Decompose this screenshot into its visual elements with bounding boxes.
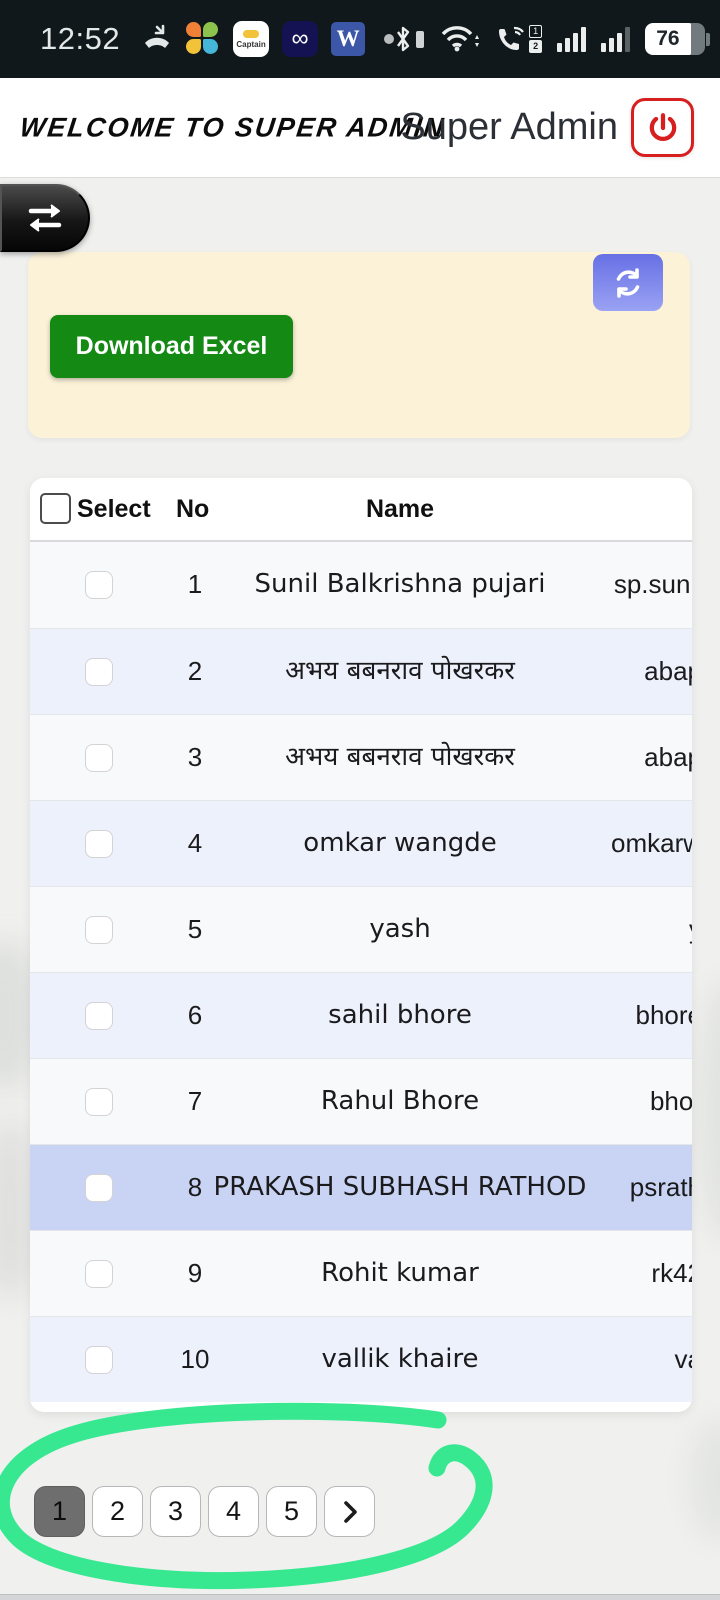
page-button-1[interactable]: 1	[34, 1486, 85, 1537]
captain-app-icon: Captain	[233, 21, 270, 57]
cell-name: Sunil Balkrishna pujari	[254, 569, 546, 599]
cell-email: abap	[644, 656, 692, 686]
download-excel-button[interactable]: Download Excel	[50, 315, 293, 378]
cell-name: vallik khaire	[321, 1344, 479, 1374]
refresh-icon	[616, 267, 640, 298]
table-body: 1 Sunil Balkrishna pujari sp.sunil 2 अभय…	[30, 542, 692, 1402]
table-row[interactable]: 2 अभय बबनराव पोखरकर abap	[30, 628, 692, 714]
page-button-5[interactable]: 5	[266, 1486, 317, 1537]
page-title: WELCOME TO SUPER ADMIN	[18, 112, 447, 142]
missed-call-icon	[141, 21, 173, 58]
cell-no: 10	[180, 1344, 210, 1374]
refresh-button[interactable]	[593, 254, 663, 311]
cell-name: अभय बबनराव पोखरकर	[285, 742, 515, 772]
cell-no: 1	[187, 569, 203, 599]
background-watermark	[690, 1420, 720, 1540]
cell-name: PRAKASH SUBHASH RATHOD	[213, 1172, 587, 1202]
cell-no: 7	[187, 1086, 203, 1116]
chevron-right-icon	[343, 1500, 357, 1523]
bottom-edge-strip	[0, 1594, 720, 1600]
table-header-row: Select No Name	[30, 478, 692, 542]
row-checkbox[interactable]	[85, 1346, 113, 1374]
table-row[interactable]: 6 sahil bhore bhore	[30, 972, 692, 1058]
cell-no: 2	[187, 656, 203, 686]
table-row-highlighted[interactable]: 8 PRAKASH SUBHASH RATHOD psrath	[30, 1144, 692, 1230]
cell-name: Rohit kumar	[321, 1258, 479, 1288]
users-table: Select No Name 1 Sunil Balkrishna pujari…	[30, 478, 692, 1412]
cell-no: 4	[187, 828, 203, 858]
cell-email: bhore	[635, 1000, 693, 1030]
row-checkbox[interactable]	[85, 658, 113, 686]
app-header: WELCOME TO SUPER ADMIN Super Admin	[0, 78, 720, 178]
clock: 12:52	[40, 21, 121, 56]
cell-no: 9	[187, 1258, 203, 1288]
cell-email: bhor	[649, 1086, 692, 1116]
page-button-2[interactable]: 2	[92, 1486, 143, 1537]
row-checkbox[interactable]	[85, 830, 113, 858]
column-header-name: Name	[365, 495, 435, 523]
row-checkbox[interactable]	[85, 1260, 113, 1288]
pagination: 1 2 3 4 5	[34, 1486, 375, 1537]
column-header-select: Select	[77, 495, 151, 523]
logout-power-button[interactable]	[631, 98, 694, 157]
table-row[interactable]: 7 Rahul Bhore bhor	[30, 1058, 692, 1144]
page-button-3[interactable]: 3	[150, 1486, 201, 1537]
bluetooth-icon	[394, 23, 425, 55]
row-checkbox[interactable]	[85, 744, 113, 772]
cell-email: sp.sunil	[613, 569, 692, 599]
cell-no: 3	[187, 742, 203, 772]
cell-email: va	[674, 1344, 692, 1374]
table-row[interactable]: 10 vallik khaire va	[30, 1316, 692, 1402]
user-role-label: Super Admin	[400, 106, 618, 148]
infinity-app-icon: ∞	[282, 21, 319, 57]
table-row[interactable]: 9 Rohit kumar rk42	[30, 1230, 692, 1316]
actions-panel: Download Excel	[28, 252, 690, 438]
cell-email: y	[372, 887, 692, 972]
table-row[interactable]: 1 Sunil Balkrishna pujari sp.sunil	[30, 542, 692, 628]
status-bar: 12:52 Captain ∞ W	[0, 0, 720, 78]
row-checkbox[interactable]	[85, 571, 113, 599]
cell-name: अभय बबनराव पोखरकर	[285, 656, 515, 686]
pinwheel-app-icon	[186, 22, 220, 56]
word-app-icon: W	[331, 22, 366, 56]
cell-email: psrath	[629, 1172, 692, 1202]
signal-bars-sim1	[557, 26, 587, 52]
cell-name: omkar wangde	[303, 828, 497, 858]
power-icon	[649, 112, 676, 141]
cell-no: 5	[187, 914, 203, 944]
cell-name: yash	[369, 914, 431, 944]
column-header-no: No	[176, 495, 210, 523]
cell-name: sahil bhore	[328, 1000, 472, 1030]
cell-no: 6	[187, 1000, 203, 1030]
swap-arrows-icon	[28, 204, 62, 232]
table-row[interactable]: 5 yash y	[30, 886, 692, 972]
battery-indicator: 76	[645, 23, 711, 55]
background-watermark	[698, 980, 720, 1240]
select-all-checkbox[interactable]	[40, 493, 71, 524]
cell-email: abap	[644, 742, 692, 772]
sidebar-toggle-button[interactable]	[0, 184, 90, 252]
page-button-4[interactable]: 4	[208, 1486, 259, 1537]
next-page-button[interactable]	[324, 1486, 375, 1537]
wifi-calling-sim-icon: 1 2	[496, 23, 543, 55]
row-checkbox[interactable]	[85, 916, 113, 944]
cell-no: 8	[187, 1172, 203, 1202]
wifi-icon	[439, 21, 481, 58]
row-checkbox[interactable]	[85, 1002, 113, 1030]
table-row[interactable]: 3 अभय बबनराव पोखरकर abap	[30, 714, 692, 800]
notification-dot	[384, 34, 395, 44]
signal-bars-sim2	[601, 26, 631, 52]
row-checkbox[interactable]	[85, 1174, 113, 1202]
battery-percent: 76	[656, 27, 680, 50]
row-checkbox[interactable]	[85, 1088, 113, 1116]
cell-email: rk42	[651, 1258, 692, 1288]
cell-name: Rahul Bhore	[320, 1086, 480, 1116]
